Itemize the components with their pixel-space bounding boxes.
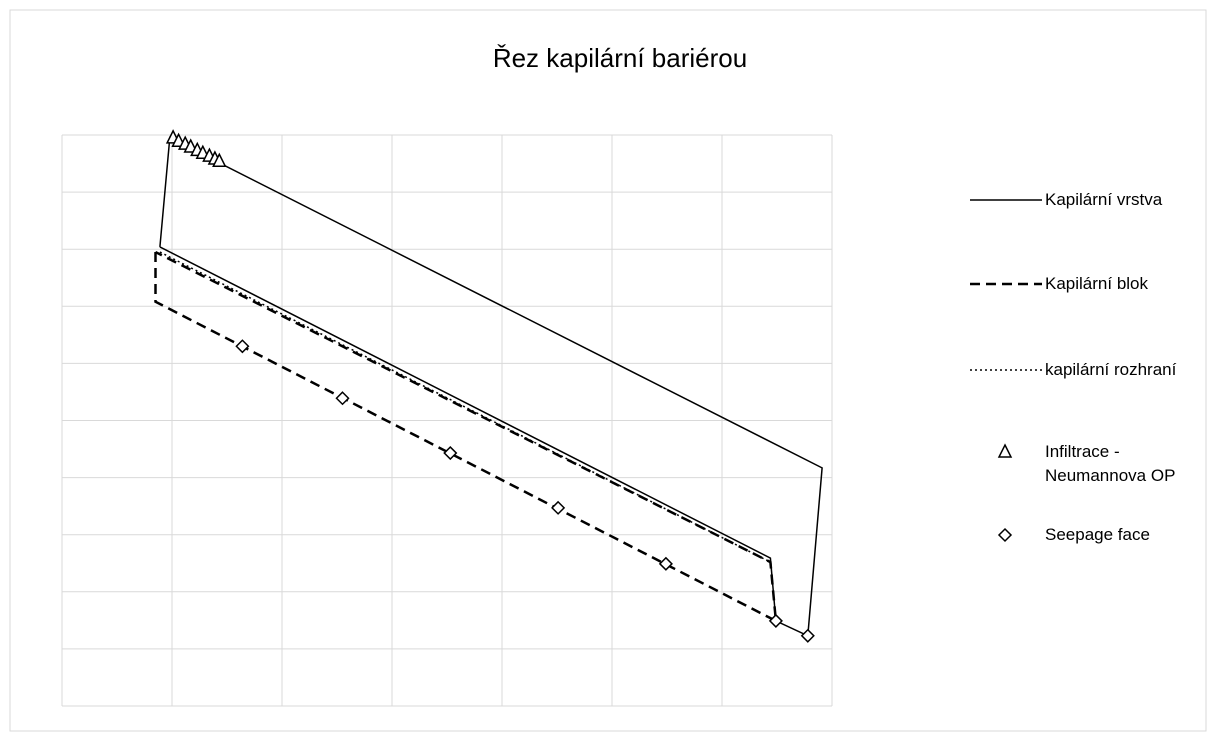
- legend-label: Infiltrace - Neumannova OP: [1045, 442, 1176, 485]
- series-line: [159, 251, 771, 563]
- diamond-marker: [443, 445, 458, 461]
- series-line: [159, 136, 823, 637]
- chart-title: Řez kapilární bariérou: [493, 43, 747, 73]
- diamond-marker: [768, 613, 783, 628]
- legend-swatch: [997, 527, 1013, 543]
- diamond-marker: [800, 628, 815, 643]
- legend-swatch: [997, 443, 1013, 458]
- series-line: [154, 250, 778, 624]
- legend-label: Kapilární blok: [1045, 274, 1149, 293]
- diamond-marker: [235, 339, 250, 354]
- legend-label: Kapilární vrstva: [1045, 190, 1163, 209]
- diamond-marker: [335, 391, 350, 406]
- legend-label: Seepage face: [1045, 525, 1150, 544]
- diamond-marker: [551, 500, 566, 515]
- triangle-marker: [212, 152, 227, 168]
- chart-border: [9, 9, 1207, 732]
- legend-label: kapilární rozhraní: [1045, 360, 1177, 379]
- diamond-marker: [658, 556, 673, 571]
